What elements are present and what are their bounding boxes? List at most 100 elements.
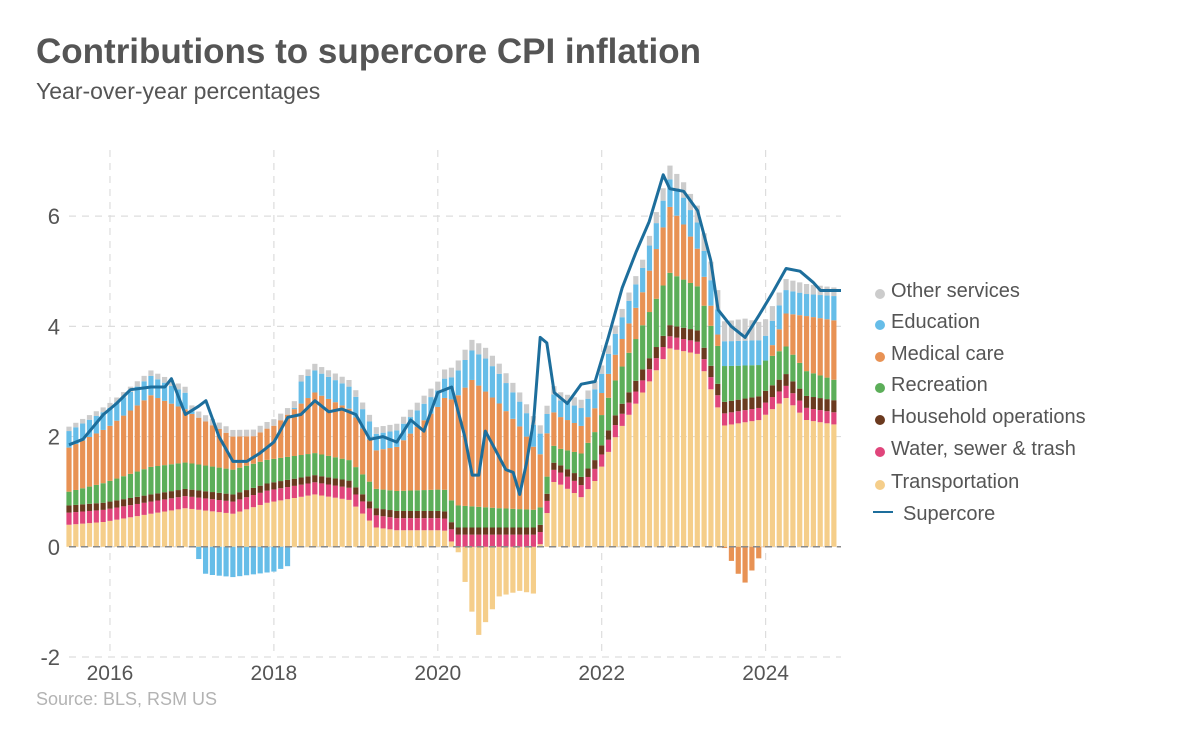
bar-segment [442, 369, 448, 379]
bar-segment [578, 408, 584, 426]
bar-segment [278, 457, 284, 482]
bar-segment [701, 371, 707, 547]
bar-segment [339, 498, 345, 547]
bar-segment [325, 484, 332, 497]
bar-segment [216, 467, 222, 493]
bar-segment [134, 381, 140, 387]
bar-segment [797, 292, 803, 316]
bar-segment [708, 305, 714, 326]
supercore-line [68, 173, 841, 496]
bar-segment [298, 496, 304, 547]
bar-segment [155, 398, 161, 467]
bar-segment [585, 398, 591, 418]
bar-segment [455, 395, 461, 506]
bar-segment [489, 527, 495, 535]
bar-segment [612, 437, 618, 547]
bar-segment [360, 501, 366, 514]
bar-segment [107, 520, 113, 547]
bar-segment [428, 510, 434, 519]
bar-segment [503, 534, 509, 547]
bar-segment [653, 249, 659, 299]
bar-segment [175, 406, 181, 464]
bar-segment [141, 469, 147, 496]
bar-segment [448, 541, 455, 547]
bar-segment [537, 544, 543, 547]
bar-segment [667, 179, 673, 207]
bar-segment [175, 463, 181, 491]
bar-segment [728, 412, 735, 425]
bar-segment [537, 532, 543, 545]
bar-segment [360, 494, 366, 502]
bar-segment [626, 292, 632, 301]
bar-segment [387, 490, 393, 511]
bar-segment [114, 420, 120, 479]
bar-segment [708, 365, 714, 378]
bar-segment [414, 518, 420, 531]
bar-segment [455, 527, 461, 535]
bar-segment [250, 487, 256, 496]
x-tick-label: 2022 [578, 662, 625, 685]
bar-segment [93, 411, 99, 417]
bar-segment [209, 511, 216, 547]
bar-segment [749, 546, 755, 571]
bar-segment [394, 446, 400, 491]
bar-segment [790, 314, 796, 355]
bar-segment [223, 468, 229, 494]
bar-segment [284, 414, 291, 457]
bar-segment [448, 522, 455, 530]
bar-segment [619, 338, 625, 367]
bar-segment [86, 523, 93, 547]
legend-swatch [875, 480, 885, 490]
bar-segment [790, 381, 796, 394]
bar-segment [578, 425, 584, 454]
bar-segment [674, 349, 680, 547]
bar-segment [332, 373, 338, 381]
bar-segment [298, 374, 304, 382]
bar-segment [257, 504, 263, 547]
bar-segment [257, 485, 263, 493]
bar-segment [264, 422, 270, 429]
bar-segment [605, 373, 612, 398]
bar-segment [783, 398, 789, 547]
bar-segment [599, 415, 605, 446]
bar-segment [86, 436, 93, 487]
bar-segment [469, 527, 475, 535]
bar-segment [510, 508, 516, 528]
bar-segment [380, 449, 386, 490]
bar-segment [790, 393, 796, 406]
bar-segment [162, 376, 168, 383]
bar-segment [230, 513, 236, 547]
bar-segment [435, 510, 441, 519]
bar-segment [564, 450, 571, 470]
bar-segment [448, 399, 455, 501]
bar-segment [537, 524, 543, 533]
bar-segment [756, 396, 762, 408]
bar-segment [701, 359, 707, 372]
bar-segment [762, 319, 769, 336]
bar-segment [346, 460, 352, 481]
bar-segment [769, 409, 775, 547]
bar-segment [230, 494, 236, 502]
bar-segment [694, 353, 700, 547]
bar-segment [708, 280, 714, 306]
bar-segment [605, 345, 612, 354]
bar-segment [503, 383, 509, 412]
bar-segment [469, 546, 475, 612]
bar-segment [278, 500, 284, 547]
bar-segment [86, 503, 93, 511]
bar-segment [387, 517, 393, 530]
bar-segment [728, 365, 735, 401]
bar-segment [681, 339, 687, 352]
bar-segment [93, 433, 99, 485]
bar-segment [592, 389, 598, 409]
bar-segment [250, 507, 256, 547]
bar-segment [790, 405, 796, 547]
bar-segment [243, 546, 250, 576]
bar-segment [250, 495, 256, 508]
bar-segment [230, 501, 236, 514]
bar-segment [435, 530, 441, 547]
bar-segment [93, 484, 99, 504]
bar-segment [803, 371, 810, 396]
bar-segment [810, 373, 816, 398]
bar-segment [803, 395, 810, 408]
